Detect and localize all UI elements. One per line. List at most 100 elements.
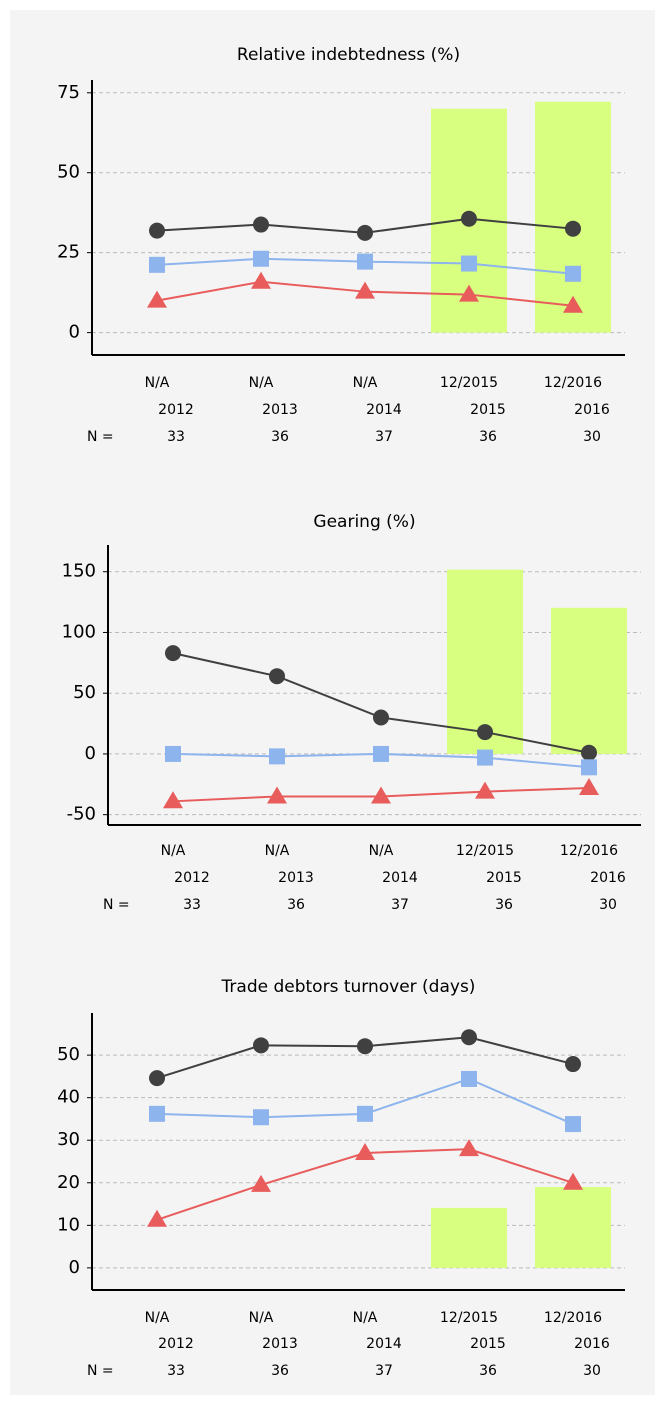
year-label: 2015 — [470, 402, 506, 418]
marker-circle — [461, 1029, 477, 1046]
marker-circle — [357, 1038, 373, 1055]
n-value: 30 — [583, 429, 601, 445]
marker-triangle — [355, 281, 375, 299]
marker-square — [357, 1105, 373, 1122]
marker-circle — [149, 1070, 165, 1087]
marker-circle — [149, 222, 165, 239]
x-tick-label: 12/2015 — [440, 375, 498, 391]
marker-square — [373, 745, 389, 762]
marker-triangle — [579, 777, 599, 795]
y-tick-label: 40 — [57, 1087, 80, 1108]
marker-square — [357, 253, 373, 270]
chart-title: Relative indebtedness (%) — [237, 45, 460, 65]
y-tick-label: 0 — [85, 743, 96, 764]
marker-square — [461, 255, 477, 272]
y-tick-label: 10 — [57, 1214, 80, 1235]
x-tick-label: N/A — [353, 1310, 378, 1326]
marker-circle — [373, 709, 389, 726]
y-tick-label: 50 — [73, 682, 96, 703]
marker-triangle — [371, 786, 391, 804]
year-label: 2016 — [574, 402, 610, 418]
chart-title: Gearing (%) — [313, 512, 415, 532]
y-tick-label: 50 — [57, 1044, 80, 1065]
marker-circle — [581, 744, 597, 761]
x-tick-label: 12/2016 — [544, 375, 602, 391]
n-value: 36 — [495, 897, 513, 913]
marker-square — [253, 1109, 269, 1126]
marker-square — [477, 749, 493, 766]
marker-circle — [165, 645, 181, 662]
marker-triangle — [563, 1172, 583, 1190]
n-label: N = — [103, 897, 130, 913]
marker-circle — [565, 220, 581, 237]
x-tick-label: 12/2016 — [560, 843, 618, 859]
n-value: 33 — [183, 897, 201, 913]
n-value: 33 — [167, 1363, 185, 1379]
marker-circle — [565, 1056, 581, 1073]
marker-square — [269, 748, 285, 765]
y-tick-label: -50 — [67, 804, 96, 825]
marker-triangle — [147, 290, 167, 308]
marker-triangle — [163, 791, 183, 809]
marker-circle — [253, 1037, 269, 1054]
x-tick-label: 12/2016 — [544, 1310, 602, 1326]
n-value: 33 — [167, 429, 185, 445]
x-tick-label: N/A — [249, 1310, 274, 1326]
marker-circle — [477, 724, 493, 741]
marker-circle — [253, 216, 269, 233]
year-label: 2015 — [470, 1336, 506, 1352]
bar — [431, 1207, 507, 1268]
y-tick-label: 0 — [69, 322, 80, 343]
marker-triangle — [355, 1142, 375, 1160]
x-tick-label: N/A — [353, 375, 378, 391]
marker-circle — [269, 668, 285, 685]
year-label: 2016 — [590, 870, 626, 886]
year-label: 2015 — [486, 870, 522, 886]
n-value: 37 — [391, 897, 409, 913]
marker-square — [165, 745, 181, 762]
x-tick-label: N/A — [265, 843, 290, 859]
n-value: 37 — [375, 429, 393, 445]
x-tick-label: 12/2015 — [456, 843, 514, 859]
n-value: 30 — [599, 897, 617, 913]
year-label: 2014 — [366, 402, 402, 418]
marker-square — [149, 256, 165, 273]
y-tick-label: 25 — [57, 242, 80, 263]
marker-triangle — [475, 781, 495, 799]
year-label: 2013 — [262, 402, 298, 418]
year-label: 2013 — [262, 1336, 298, 1352]
n-value: 36 — [479, 1363, 497, 1379]
marker-triangle — [251, 1174, 271, 1192]
n-value: 36 — [271, 1363, 289, 1379]
n-value: 36 — [479, 429, 497, 445]
bar — [551, 607, 627, 754]
bar — [447, 569, 523, 754]
y-tick-label: 30 — [57, 1129, 80, 1150]
bar — [535, 1187, 611, 1268]
y-tick-label: 0 — [69, 1257, 80, 1278]
year-label: 2014 — [382, 870, 418, 886]
n-value: 30 — [583, 1363, 601, 1379]
bar — [535, 101, 611, 333]
x-tick-label: N/A — [145, 1310, 170, 1326]
x-tick-label: 12/2015 — [440, 1310, 498, 1326]
marker-triangle — [459, 284, 479, 302]
year-label: 2012 — [174, 870, 210, 886]
marker-square — [461, 1070, 477, 1087]
year-label: 2012 — [158, 402, 194, 418]
n-value: 36 — [287, 897, 305, 913]
marker-square — [149, 1105, 165, 1122]
marker-square — [565, 1116, 581, 1133]
marker-circle — [461, 210, 477, 227]
marker-triangle — [563, 295, 583, 313]
n-label: N = — [87, 1363, 114, 1379]
marker-triangle — [267, 786, 287, 804]
x-tick-label: N/A — [249, 375, 274, 391]
year-label: 2016 — [574, 1336, 610, 1352]
marker-square — [581, 759, 597, 776]
y-tick-label: 50 — [57, 162, 80, 183]
n-label: N = — [87, 429, 114, 445]
y-tick-label: 150 — [62, 561, 96, 582]
